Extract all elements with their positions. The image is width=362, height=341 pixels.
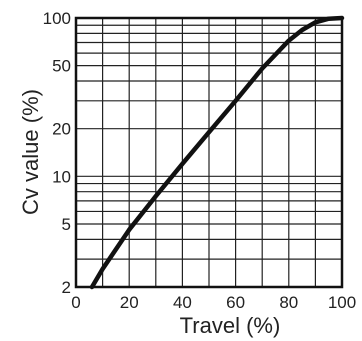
y-tick-labels: 2 5 10 20 50 100 [43,9,71,297]
plot-frame [74,16,344,289]
y-tick-label: 5 [62,215,71,234]
x-tick-label: 60 [226,293,245,312]
y-tick-label: 10 [52,167,71,186]
x-tick-label: 0 [71,293,80,312]
series-line [89,15,345,290]
plot-border [74,16,344,289]
x-tick-label: 40 [173,293,192,312]
y-tick-label: 2 [62,278,71,297]
y-tick-label: 100 [43,9,71,28]
x-tick-label: 100 [328,293,356,312]
x-axis-label: Travel (%) [180,313,281,338]
y-tick-label: 20 [52,120,71,139]
series-layer [89,15,345,290]
y-axis-label: Cv value (%) [18,89,43,215]
x-tick-labels: 0 20 40 60 80 100 [71,293,356,312]
x-tick-label: 20 [120,293,139,312]
x-tick-label: 80 [279,293,298,312]
y-tick-label: 50 [52,57,71,76]
